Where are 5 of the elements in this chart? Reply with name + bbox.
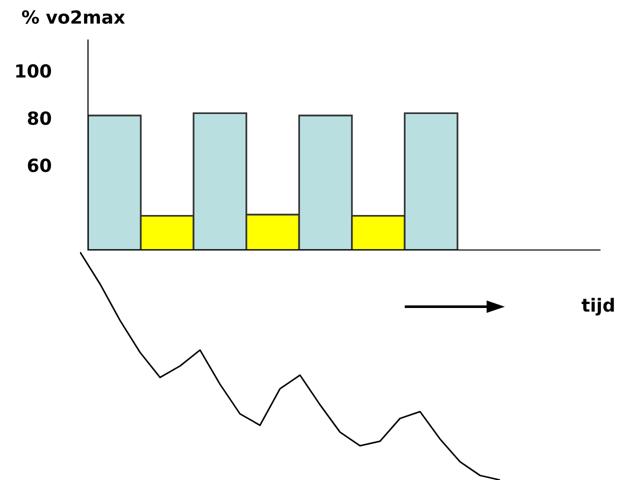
y-tick-label: 80 (28, 111, 52, 125)
y-axis-title: % vo2max (22, 10, 125, 24)
y-tick-label: 60 (28, 158, 52, 172)
text: tijd (582, 298, 614, 316)
y-tick-label: 100 (16, 64, 52, 78)
